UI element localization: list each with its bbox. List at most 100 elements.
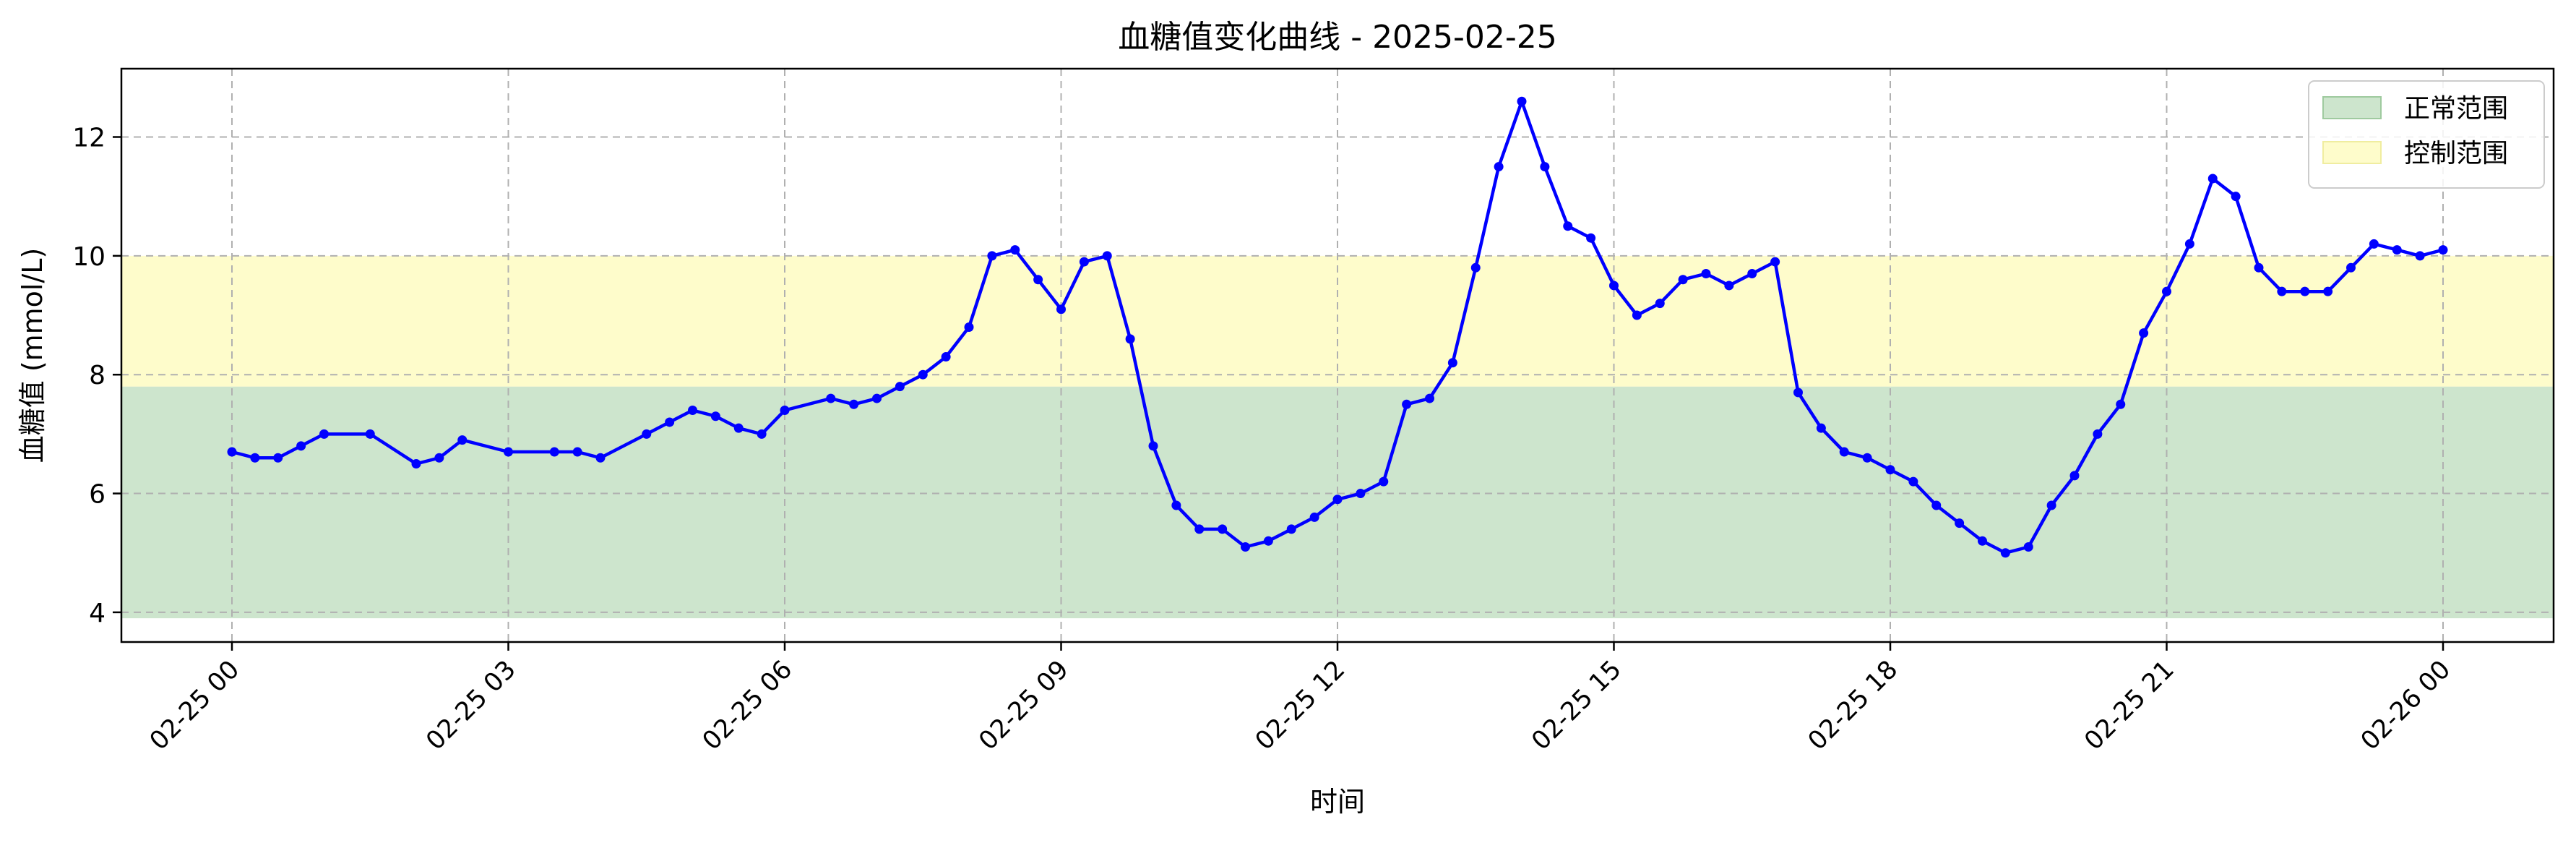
data-point [250, 453, 260, 463]
data-point [2415, 251, 2425, 261]
data-point [1494, 162, 1504, 172]
data-point [1241, 542, 1250, 552]
data-point [1309, 512, 1319, 522]
data-point [780, 406, 790, 416]
y-tick-label: 8 [89, 361, 105, 390]
data-point [688, 406, 697, 416]
data-point [895, 382, 905, 392]
data-point [1379, 476, 1389, 487]
data-point [2184, 239, 2194, 249]
data-point [2069, 471, 2080, 481]
data-point [1194, 524, 1205, 534]
data-point [2023, 542, 2033, 552]
data-point [1033, 275, 1043, 285]
data-point [1770, 257, 1780, 267]
data-point [1816, 423, 1826, 433]
data-point [2093, 429, 2103, 439]
data-point [2323, 286, 2333, 296]
data-point [2139, 328, 2149, 338]
data-point [2231, 192, 2241, 202]
y-tick-label: 10 [72, 242, 105, 272]
data-point [457, 435, 468, 445]
y-axis-label: 血糖值 (mmol/L) [17, 248, 48, 463]
x-tick-label: 02-25 21 [2079, 655, 2180, 756]
data-point [1148, 441, 1158, 451]
data-point [1056, 304, 1066, 314]
data-point [1701, 269, 1711, 279]
data-point [549, 447, 559, 457]
data-point [2300, 286, 2310, 296]
data-point [1218, 524, 1228, 534]
data-point [1540, 162, 1550, 172]
data-point [872, 393, 882, 403]
data-point [826, 393, 836, 403]
data-point [2277, 286, 2287, 296]
data-point [1747, 269, 1757, 279]
data-point [2369, 239, 2379, 249]
data-point [504, 447, 513, 457]
data-point [1724, 281, 1734, 291]
data-point [964, 322, 974, 332]
legend-label: 控制范围 [2404, 139, 2508, 168]
data-point [595, 453, 606, 463]
data-point [2346, 262, 2356, 273]
data-point [1678, 275, 1688, 285]
data-point [1010, 245, 1020, 255]
data-point [2162, 286, 2171, 296]
data-point [1171, 500, 1181, 510]
data-point [642, 429, 652, 439]
data-point [2207, 174, 2218, 184]
data-point [2000, 548, 2010, 558]
data-point [757, 429, 767, 439]
x-axis-label: 时间 [1310, 786, 1365, 818]
data-point [1102, 251, 1112, 261]
data-point [572, 447, 582, 457]
data-point [1609, 281, 1619, 291]
data-point [1079, 257, 1089, 267]
data-point [1839, 447, 1849, 457]
data-point [733, 423, 744, 433]
legend-label: 正常范围 [2404, 94, 2508, 124]
legend-swatch [2322, 141, 2382, 164]
data-point [941, 352, 951, 362]
data-point [319, 429, 329, 439]
data-point [1586, 233, 1596, 243]
data-point [710, 411, 720, 422]
data-point [434, 453, 444, 463]
data-point [411, 458, 421, 468]
data-point [296, 441, 306, 451]
data-point [1908, 476, 1918, 487]
data-point [1563, 221, 1573, 231]
x-tick-label: 02-25 12 [1250, 655, 1351, 756]
data-point [2438, 245, 2448, 255]
x-tick-label: 02-25 18 [1803, 655, 1904, 756]
data-point [987, 251, 997, 261]
data-point [918, 369, 928, 380]
x-tick-label: 02-25 00 [145, 655, 246, 756]
data-point [2254, 262, 2264, 273]
x-tick-label: 02-25 06 [697, 655, 798, 756]
data-point [1332, 495, 1343, 505]
x-tick-label: 02-25 15 [1526, 655, 1627, 756]
data-point [1447, 358, 1457, 368]
data-point [665, 417, 675, 427]
data-point [849, 399, 859, 409]
data-point [365, 429, 375, 439]
data-point [273, 453, 283, 463]
data-point [1286, 524, 1296, 534]
data-point [1517, 96, 1527, 106]
data-point [2046, 500, 2056, 510]
x-tick-label: 02-25 09 [973, 655, 1074, 756]
data-point [1978, 536, 1987, 546]
data-point [227, 447, 237, 457]
x-tick-label: 02-25 03 [421, 655, 522, 756]
data-point [1125, 334, 1135, 344]
data-point [1263, 536, 1273, 546]
x-tick-label: 02-26 00 [2356, 655, 2457, 756]
data-point [1885, 465, 1895, 475]
data-point [1402, 399, 1412, 409]
data-point [1955, 518, 1965, 529]
